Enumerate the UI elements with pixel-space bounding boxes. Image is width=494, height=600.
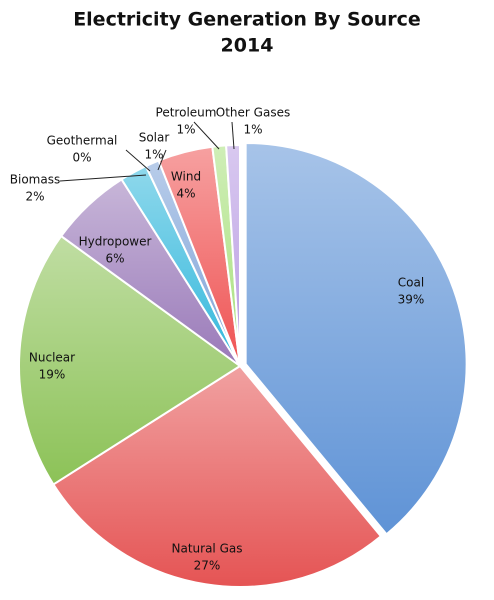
slice-label: Solar: [139, 131, 170, 145]
leader-line: [231, 121, 235, 150]
slice-shade: [121, 166, 240, 366]
slice-shade: [61, 179, 240, 366]
leader-line: [59, 174, 147, 182]
slice-label: Geothermal: [47, 134, 118, 148]
leader-line: [193, 121, 220, 150]
slice-shade: [226, 145, 240, 366]
slice-value-label: 4%: [176, 187, 195, 201]
slice-value-label: 27%: [194, 559, 221, 573]
slice-shade: [245, 142, 467, 535]
slice-shade: [53, 366, 381, 588]
slice-label: Biomass: [10, 173, 60, 187]
slice-shade: [212, 145, 240, 366]
slice-value-label: 39%: [398, 293, 425, 307]
chart-title: Electricity Generation By Source: [73, 9, 421, 31]
leader-line: [125, 149, 151, 172]
slice-label: Nuclear: [29, 351, 75, 365]
leader-line: [157, 149, 167, 171]
slice-value-label: 0%: [72, 151, 91, 165]
slice-value-label: 6%: [105, 252, 124, 266]
slice-value-label: 1%: [176, 123, 195, 137]
slice-label: Petroleum: [156, 106, 217, 120]
slice-value-label: 1%: [144, 148, 163, 162]
chart-subtitle: 2014: [221, 35, 274, 57]
slice-shade: [158, 146, 240, 366]
slice-label: Hydropower: [79, 235, 152, 249]
slice-value-label: 2%: [25, 190, 44, 204]
slice-label: Wind: [171, 170, 201, 184]
slice-shade: [145, 160, 240, 366]
slice-label: Coal: [398, 276, 424, 290]
slice-shade: [18, 236, 240, 485]
slice-label: Other Gases: [216, 106, 290, 120]
slice-value-label: 1%: [243, 123, 262, 137]
slice-label: Natural Gas: [172, 542, 243, 556]
slice-value-label: 19%: [39, 368, 66, 382]
